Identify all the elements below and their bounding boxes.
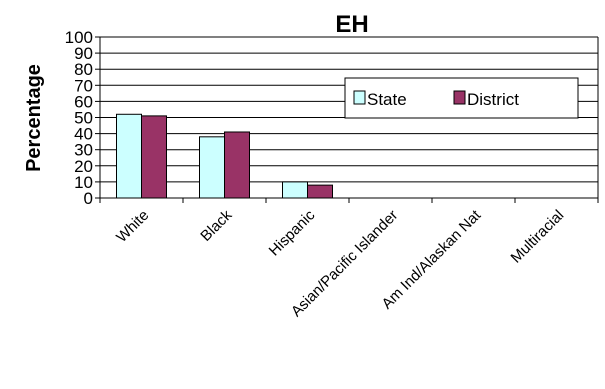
bar-state-hispanic bbox=[282, 181, 308, 199]
bars bbox=[116, 113, 333, 199]
bar-district-white bbox=[141, 115, 167, 199]
y-tick-label: 30 bbox=[74, 141, 93, 160]
y-tick-label: 100 bbox=[65, 28, 93, 47]
y-tick-label: 20 bbox=[74, 157, 93, 176]
y-tick-label: 80 bbox=[74, 60, 93, 79]
y-tick-label: 50 bbox=[74, 109, 93, 128]
y-tick-label: 0 bbox=[84, 189, 93, 208]
y-axis-label: Percentage bbox=[23, 64, 45, 172]
bar-state-white bbox=[116, 113, 142, 199]
x-category-label: White bbox=[113, 207, 152, 246]
bar-state-black bbox=[199, 136, 225, 199]
legend-label-district: District bbox=[467, 90, 519, 109]
y-tick-label: 60 bbox=[74, 92, 93, 111]
y-tick-label: 70 bbox=[74, 76, 93, 95]
legend-label-state: State bbox=[367, 90, 407, 109]
bar-district-black bbox=[224, 131, 250, 199]
x-category-label: Black bbox=[197, 206, 235, 244]
legend-swatch-state bbox=[353, 90, 366, 105]
legend: State District bbox=[344, 77, 579, 119]
x-category-label: Hispanic bbox=[266, 206, 319, 259]
x-category-label: Multiracial bbox=[508, 207, 568, 267]
axes bbox=[99, 37, 599, 203]
chart-title: EH bbox=[335, 11, 368, 38]
y-tick-label: 90 bbox=[74, 44, 93, 63]
y-tick-label: 40 bbox=[74, 125, 93, 144]
y-tick-label: 10 bbox=[74, 173, 93, 192]
legend-swatch-district bbox=[453, 90, 466, 105]
bar-district-hispanic bbox=[307, 184, 333, 199]
